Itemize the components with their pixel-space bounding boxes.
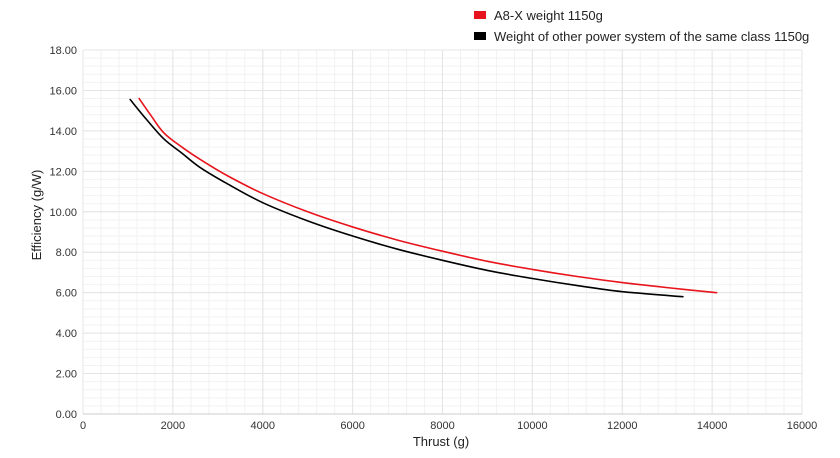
y-tick-label: 4.00	[56, 328, 77, 340]
series-line-1	[129, 98, 684, 298]
y-tick-label: 12.00	[49, 166, 77, 178]
legend-label-0: A8-X weight 1150g	[494, 8, 603, 23]
x-tick-label: 16000	[787, 420, 818, 432]
y-tick-label: 14.00	[49, 126, 77, 138]
x-axis-ticks: 0 2000 4000 6000 8000 10000 12000 14000 16000	[80, 420, 817, 432]
legend-label-1: Weight of other power system of the same…	[494, 29, 809, 44]
x-tick-label: 10000	[517, 420, 548, 432]
grid-major	[82, 49, 803, 415]
y-axis-title: Efficiency (g/W)	[29, 170, 44, 261]
x-tick-label: 0	[80, 420, 86, 432]
y-tick-label: 10.00	[49, 207, 77, 219]
y-axis-ticks: 0.00 2.00 4.00 6.00 8.00 10.00 12.00 14.00 16.00…	[49, 45, 77, 421]
x-tick-label: 12000	[607, 420, 638, 432]
legend: A8-X weight 1150g Weight of other power …	[474, 8, 809, 44]
y-tick-label: 16.00	[49, 85, 77, 97]
legend-item-0: A8-X weight 1150g	[474, 8, 603, 23]
y-tick-label: 8.00	[56, 247, 77, 259]
legend-item-1: Weight of other power system of the same…	[474, 29, 809, 44]
legend-swatch-1	[474, 32, 486, 40]
x-tick-label: 8000	[430, 420, 454, 432]
y-tick-label: 18.00	[49, 45, 77, 57]
x-tick-label: 2000	[161, 420, 185, 432]
legend-swatch-0	[474, 11, 486, 19]
x-tick-label: 6000	[340, 420, 364, 432]
series-line-0	[138, 97, 718, 294]
x-axis-title: Thrust (g)	[413, 434, 469, 449]
y-tick-label: 6.00	[56, 288, 77, 300]
y-tick-label: 0.00	[56, 409, 77, 421]
series-layer	[129, 97, 718, 298]
x-tick-label: 4000	[251, 420, 275, 432]
x-tick-label: 14000	[697, 420, 728, 432]
y-tick-label: 2.00	[56, 369, 77, 381]
